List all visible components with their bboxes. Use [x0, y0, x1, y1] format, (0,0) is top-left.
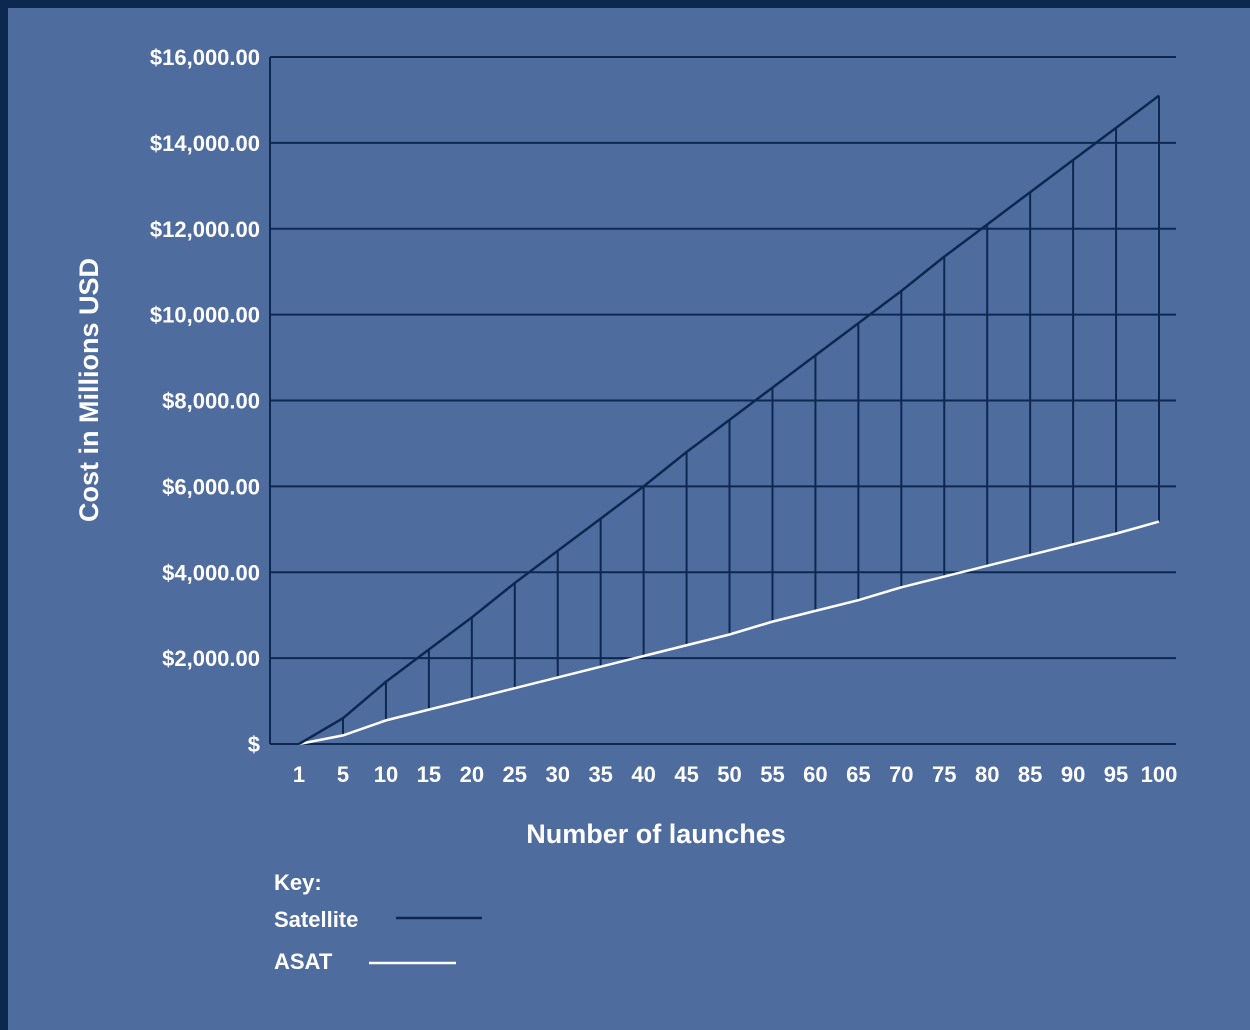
- y-tick-label: $12,000.00: [150, 217, 260, 242]
- series-line-satellite: [298, 94, 1160, 746]
- legend: Key: Satellite ASAT: [274, 870, 482, 974]
- x-tick-label: 65: [846, 762, 870, 787]
- legend-label-asat: ASAT: [274, 949, 333, 974]
- y-tick-label: $8,000.00: [162, 389, 260, 414]
- x-tick-label: 20: [460, 762, 484, 787]
- x-tick-label: 75: [932, 762, 956, 787]
- legend-label-satellite: Satellite: [274, 907, 358, 932]
- x-tick-label: 50: [717, 762, 741, 787]
- y-tick-label: $6,000.00: [162, 474, 260, 499]
- x-tick-label: 45: [674, 762, 698, 787]
- x-tick-label: 60: [803, 762, 827, 787]
- x-tick-label: 70: [889, 762, 913, 787]
- y-tick-label: $10,000.00: [150, 303, 260, 328]
- y-tick-label: $: [248, 732, 260, 757]
- y-tick-label: $16,000.00: [150, 45, 260, 70]
- y-tick-label: $2,000.00: [162, 646, 260, 671]
- series-line-asat: [298, 520, 1160, 746]
- x-tick-label: 85: [1018, 762, 1042, 787]
- y-tick-label: $14,000.00: [150, 131, 260, 156]
- x-tick-label: 95: [1104, 762, 1128, 787]
- y-tick-label: $4,000.00: [162, 560, 260, 585]
- x-tick-label: 80: [975, 762, 999, 787]
- x-tick-label: 30: [545, 762, 569, 787]
- x-axis-title: Number of launches: [526, 819, 786, 849]
- y-axis-title: Cost in Millions USD: [74, 258, 104, 522]
- x-tick-label: 1: [293, 762, 305, 787]
- x-tick-label: 55: [760, 762, 784, 787]
- x-tick-label: 5: [337, 762, 349, 787]
- chart-area: [8, 8, 1250, 1030]
- legend-title: Key:: [274, 870, 322, 895]
- x-tick-label: 100: [1141, 762, 1178, 787]
- x-tick-label: 10: [374, 762, 398, 787]
- x-tick-label: 25: [503, 762, 527, 787]
- x-tick-label: 15: [417, 762, 441, 787]
- x-tick-label: 40: [631, 762, 655, 787]
- x-tick-label: 90: [1061, 762, 1085, 787]
- x-tick-label: 35: [588, 762, 612, 787]
